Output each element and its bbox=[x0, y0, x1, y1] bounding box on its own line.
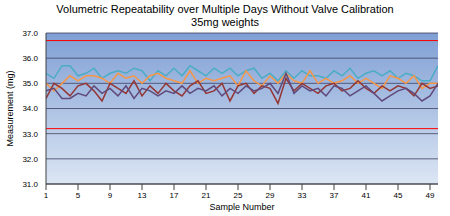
svg-text:37.0: 37.0 bbox=[22, 29, 38, 38]
svg-text:Sample Number: Sample Number bbox=[209, 202, 274, 212]
svg-text:37: 37 bbox=[330, 191, 339, 200]
svg-text:29: 29 bbox=[266, 191, 275, 200]
svg-text:33.0: 33.0 bbox=[22, 130, 38, 139]
svg-text:31.0: 31.0 bbox=[22, 180, 38, 189]
svg-text:41: 41 bbox=[362, 191, 371, 200]
svg-text:1: 1 bbox=[44, 191, 49, 200]
svg-text:13: 13 bbox=[138, 191, 147, 200]
svg-text:34.0: 34.0 bbox=[22, 104, 38, 113]
svg-text:5: 5 bbox=[76, 191, 81, 200]
svg-text:25: 25 bbox=[234, 191, 243, 200]
svg-text:32.0: 32.0 bbox=[22, 155, 38, 164]
svg-text:33: 33 bbox=[298, 191, 307, 200]
svg-text:21: 21 bbox=[202, 191, 211, 200]
html-text:Volumetric Repeatability over: Volumetric Repeatability over Multiple D… bbox=[56, 3, 394, 15]
svg-text:9: 9 bbox=[108, 191, 113, 200]
svg-text:49: 49 bbox=[426, 191, 435, 200]
svg-text:36.0: 36.0 bbox=[22, 54, 38, 63]
html-text:35mg weights: 35mg weights bbox=[191, 16, 259, 28]
svg-text:45: 45 bbox=[394, 191, 403, 200]
svg-text:Measurement (mg): Measurement (mg) bbox=[8, 70, 15, 146]
svg-text:35.0: 35.0 bbox=[22, 79, 38, 88]
svg-text:17: 17 bbox=[170, 191, 179, 200]
